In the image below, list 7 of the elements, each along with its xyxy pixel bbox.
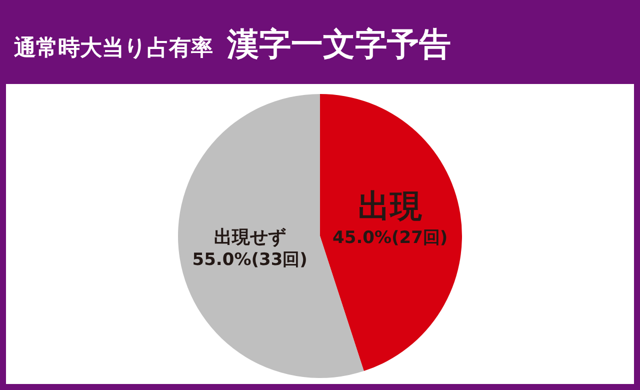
slice-label: 出現せず [214, 227, 286, 248]
data-label: 45.0%(27回) [332, 228, 448, 248]
pie-slice [320, 94, 462, 372]
slice-label: 出現 [358, 186, 422, 225]
data-label: 55.0%(33回) [192, 250, 308, 270]
chart-subtitle: 漢字一文字予告 [226, 25, 451, 63]
chart-title: 通常時大当り占有率 [13, 35, 213, 61]
